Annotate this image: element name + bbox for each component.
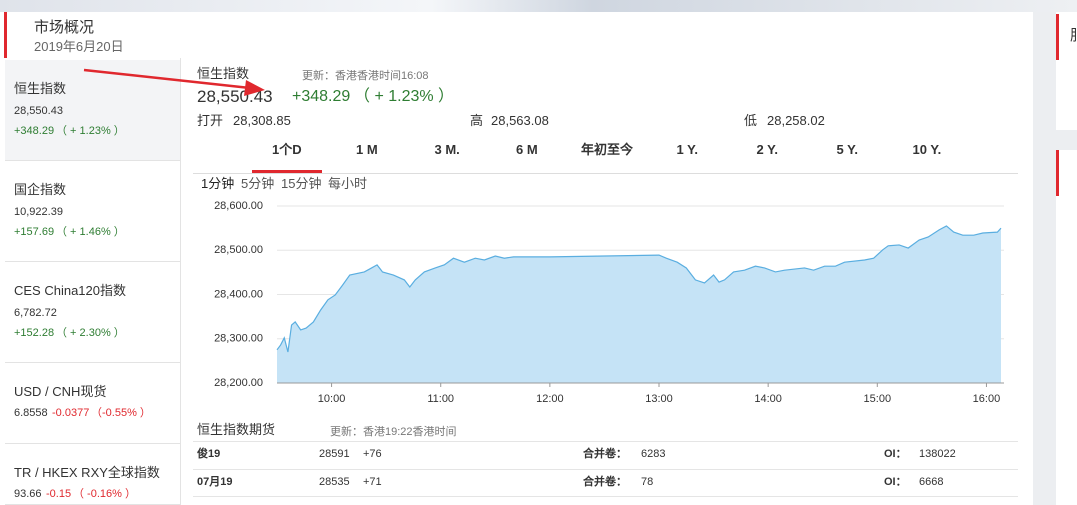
area-fill [277,225,1001,383]
annotation-arrow [83,68,265,96]
x-tick-label: 10:00 [318,393,346,405]
low-label: 低 [744,113,758,128]
tabs-divider [193,173,1018,174]
open-value: 28,308.85 [233,113,291,128]
futures-cell: 6668 [919,476,944,488]
arrow-shaft [83,68,251,90]
futures-cell: +76 [363,448,382,460]
x-tick-label: 14:00 [754,393,782,405]
sidebar-name: TR / HKEX RXY全球指数 [14,465,160,480]
interval-tab[interactable]: 15分钟 [281,176,322,191]
sidebar-percent: （-0.55% ） [91,407,151,419]
sidebar-percent: （ + 1.46% ） [56,226,125,238]
period-tab[interactable]: 3 M. [434,142,460,157]
right-panel-title: 服 [1070,28,1077,44]
sidebar-item[interactable] [5,363,180,444]
sidebar-percent: （ + 2.30% ） [56,327,125,339]
low-value: 28,258.02 [767,113,825,128]
futures-cell: 合并卷： [583,448,627,460]
sidebar-value: 28,550.43 [14,105,63,117]
sidebar-divider [180,58,181,505]
sidebar-item[interactable] [5,262,180,363]
sidebar-change: -0.0377 [52,407,90,419]
sidebar-name: 恒生指数 [14,81,67,96]
x-tick-label: 15:00 [864,393,892,405]
header-title: 市场概况 [34,19,95,36]
futures-cell: 俊19 [197,448,221,460]
sidebar-value: 10,922.39 [14,206,63,218]
period-tab[interactable]: 2 Y. [756,142,778,157]
futures-row-line [193,469,1018,470]
quote-change: +348.29 [292,88,351,105]
header-date: 2019年6月20日 [34,39,124,54]
futures-cell: 28535 [319,476,350,488]
high-label: 高 [470,113,484,128]
quote-percent: （ + 1.23% ） [354,88,455,105]
interval-tab[interactable]: 5分钟 [241,176,275,191]
open-label: 打开 [197,113,224,128]
header-accent [4,12,7,58]
futures-cell: OI： [884,448,907,460]
sidebar-change: +152.28 [14,327,55,339]
sidebar-item[interactable] [5,161,180,262]
sidebar-percent: （ -0.16% ） [73,488,136,500]
period-tab[interactable]: 1个D [272,142,302,157]
futures-cell: 28591 [319,448,350,460]
interval-tab[interactable]: 每小时 [328,176,368,191]
futures-cell: 07月19 [197,476,233,488]
period-tab[interactable]: 5 Y. [836,142,858,157]
y-tick-label: 28,200.00 [214,377,263,389]
y-tick-label: 28,500.00 [214,244,263,256]
right-panel-2 [1056,150,1077,505]
active-tab-underline [252,170,322,173]
sidebar-name: 国企指数 [14,182,67,197]
area-line [276,225,1002,353]
quote-title: 恒生指数 [197,66,250,81]
futures-cell: +71 [363,476,382,488]
high-value: 28,563.08 [491,113,549,128]
period-tab[interactable]: 1 Y. [676,142,698,157]
sidebar-name: USD / CNH现货 [14,384,107,399]
x-tick-label: 11:00 [427,393,454,405]
sidebar-change: +157.69 [14,226,55,238]
sidebar-item[interactable] [5,444,180,505]
futures-cell: OI： [884,476,907,488]
interval-tab[interactable]: 1分钟 [201,176,235,191]
sidebar-change: +348.29 [14,125,55,137]
x-tick-label: 12:00 [536,393,564,405]
futures-cell: 合并卷： [583,476,627,488]
period-tab[interactable]: 年初至今 [581,142,634,157]
period-tab[interactable]: 10 Y. [912,142,942,157]
banner [0,0,1077,12]
y-tick-label: 28,400.00 [214,288,263,300]
y-tick-label: 28,300.00 [214,333,263,345]
quote-updated: 更新：香港香港时间16:08 [302,70,429,82]
sidebar-percent: （ + 1.23% ） [56,125,125,137]
x-tick-label: 13:00 [645,393,673,405]
arrow-head [244,80,265,96]
futures-cell: 138022 [919,448,956,460]
right-panel [1056,12,1077,130]
futures-title: 恒生指数期货 [197,422,276,437]
futures-row-line [193,441,1018,442]
right-panel-2-accent [1056,150,1059,196]
chart: 28,200.00 28,300.00 28,400.00 28,500.00 28,6… [214,200,1004,405]
sidebar-change: -0.15 [46,488,72,500]
sidebar-value: 93.66 [14,488,42,500]
futures-cell: 6283 [641,448,666,460]
sidebar-name: CES China120指数 [14,283,126,298]
x-tick-label: 16:00 [973,393,1001,405]
sidebar-value: 6.8558 [14,407,48,419]
futures-updated: 更新：香港19:22香港时间 [330,426,457,438]
futures-row-line [193,496,1018,497]
right-panel-accent [1056,14,1059,60]
period-tab[interactable]: 1 M [356,142,378,157]
sidebar-value: 6,782.72 [14,307,57,319]
period-tab[interactable]: 6 M [516,142,538,157]
y-tick-label: 28,600.00 [214,200,263,212]
futures-cell: 78 [641,476,654,488]
